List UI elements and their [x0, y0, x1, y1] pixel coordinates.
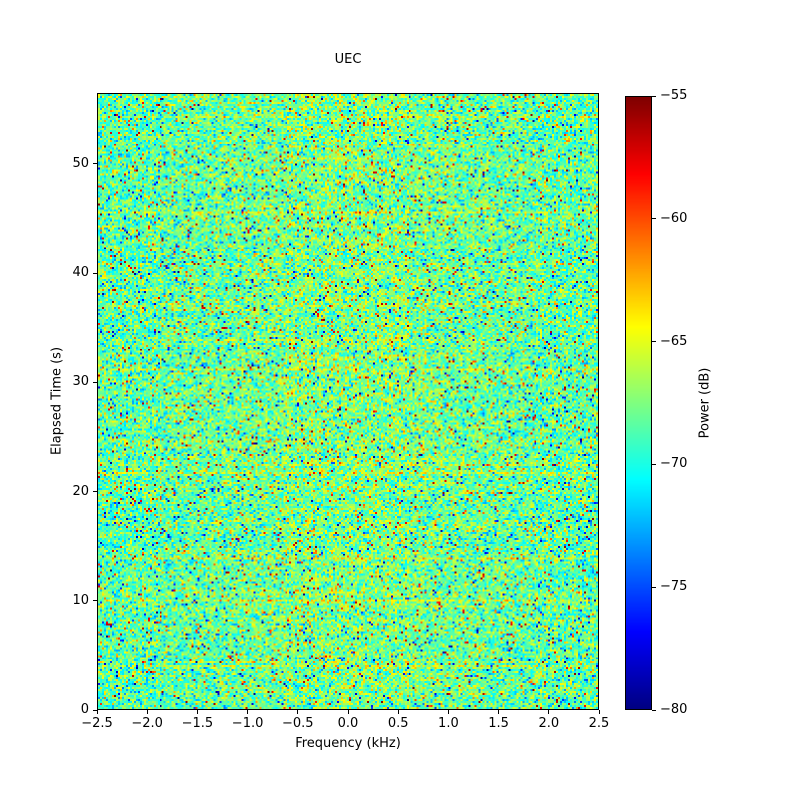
x-tick-mark — [447, 710, 449, 714]
x-tick-label: 1.5 — [488, 716, 509, 731]
x-tick-label: −1.0 — [231, 716, 264, 731]
x-tick-mark — [146, 710, 148, 714]
x-tick-label: 0.5 — [387, 716, 409, 731]
x-tick-label: 2.0 — [538, 716, 560, 731]
y-tick-label: 0 — [80, 702, 89, 717]
colorbar-tick-label: −70 — [660, 456, 688, 472]
x-tick-mark — [297, 710, 299, 714]
y-tick-label: 10 — [72, 592, 89, 608]
x-tick-label: −0.5 — [282, 716, 314, 731]
y-tick-mark — [93, 709, 97, 711]
spectrogram-plot-area — [97, 93, 599, 710]
colorbar-tick-mark — [652, 218, 656, 220]
y-tick-label: 30 — [72, 374, 89, 390]
x-tick-label: −1.5 — [181, 716, 214, 731]
x-tick-label: 2.5 — [588, 716, 610, 731]
colorbar-tick-mark — [652, 341, 656, 343]
y-tick-mark — [93, 272, 97, 274]
colorbar-tick-mark — [652, 709, 656, 711]
colorbar-tick-mark — [652, 463, 656, 465]
x-tick-label: −2.5 — [81, 716, 113, 731]
x-tick-mark — [196, 710, 198, 714]
colorbar — [625, 96, 652, 710]
x-tick-mark — [347, 710, 349, 714]
y-tick-mark — [93, 163, 97, 165]
y-tick-mark — [93, 491, 97, 493]
x-tick-label: 1.0 — [438, 716, 459, 731]
colorbar-tick-mark — [652, 586, 656, 588]
colorbar-tick-label: −75 — [660, 579, 688, 595]
colorbar-tick-label: −60 — [660, 210, 688, 226]
x-tick-label: 0.0 — [337, 716, 359, 731]
y-tick-label: 20 — [72, 483, 89, 499]
y-tick-label: 40 — [72, 265, 89, 281]
colorbar-gradient-canvas — [626, 97, 651, 709]
x-tick-mark — [598, 710, 600, 714]
y-tick-mark — [93, 381, 97, 383]
chart-title: UEC — [334, 52, 362, 67]
x-tick-mark — [96, 710, 98, 714]
colorbar-label: Power (dB) — [697, 367, 713, 439]
x-tick-mark — [498, 710, 500, 714]
y-axis-label: Elapsed Time (s) — [49, 346, 65, 456]
spectrogram-canvas — [98, 94, 598, 709]
x-axis-label: Frequency (kHz) — [295, 736, 401, 751]
colorbar-tick-mark — [652, 95, 656, 97]
x-tick-mark — [548, 710, 550, 714]
x-tick-mark — [397, 710, 399, 714]
x-tick-mark — [247, 710, 249, 714]
colorbar-tick-label: −80 — [660, 702, 688, 717]
colorbar-tick-label: −55 — [660, 88, 688, 103]
y-tick-label: 50 — [72, 155, 89, 171]
x-tick-label: −2.0 — [131, 716, 163, 731]
y-tick-mark — [93, 600, 97, 602]
colorbar-tick-label: −65 — [660, 333, 688, 349]
